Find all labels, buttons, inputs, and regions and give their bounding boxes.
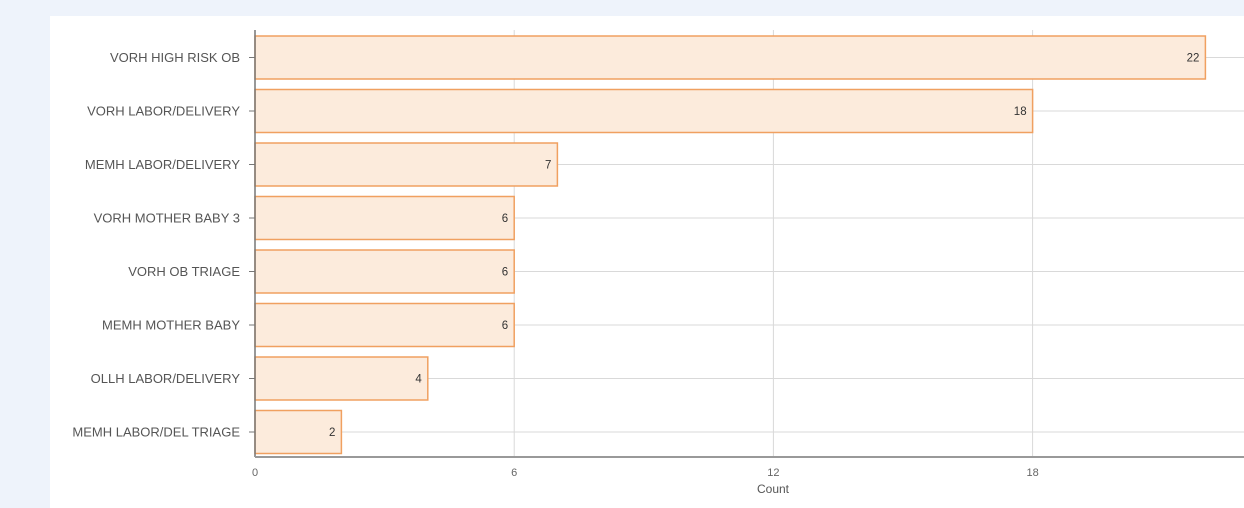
bar-chart: 22 VORH HIGH RISK OB 18 VORH LABOR/DELIVERY… [72, 30, 1244, 496]
category-label: MEMH MOTHER BABY [102, 318, 240, 333]
category-label: VORH LABOR/DELIVERY [87, 104, 240, 119]
bar [254, 35, 1207, 80]
bar-value-label: 6 [502, 320, 508, 332]
axis-layer [249, 30, 1244, 458]
bar [254, 356, 429, 401]
bar [254, 409, 343, 455]
x-tick-label: 6 [511, 467, 517, 479]
bar [254, 142, 559, 187]
category-label: VORH MOTHER BABY 3 [94, 211, 240, 226]
category-label: VORH HIGH RISK OB [110, 50, 240, 65]
bar-value-label: 4 [415, 374, 422, 386]
bar-value-label: 6 [502, 267, 508, 279]
label-layer: 22 VORH HIGH RISK OB 18 VORH LABOR/DELIVERY… [72, 50, 1199, 479]
x-tick-label: 0 [252, 467, 258, 479]
category-label: MEMH LABOR/DEL TRIAGE [72, 425, 240, 440]
bar [254, 249, 515, 294]
bar-value-label: 7 [545, 160, 551, 172]
x-axis-title: Count [757, 482, 790, 496]
x-tick-label: 18 [1026, 467, 1038, 479]
bar-value-label: 6 [502, 213, 508, 225]
bar-value-label: 2 [329, 427, 335, 439]
bar-value-label: 22 [1187, 53, 1200, 65]
category-label: VORH OB TRIAGE [128, 264, 240, 279]
chart-card: 22 VORH HIGH RISK OB 18 VORH LABOR/DELIVERY… [50, 16, 1244, 508]
category-label: MEMH LABOR/DELIVERY [85, 157, 240, 172]
bar [254, 88, 1034, 134]
category-label: OLLH LABOR/DELIVERY [91, 371, 241, 386]
bar-value-label: 18 [1014, 106, 1027, 118]
bar [254, 302, 515, 348]
x-tick-label: 12 [767, 467, 779, 479]
bar-layer [254, 35, 1207, 455]
bar [254, 195, 515, 241]
